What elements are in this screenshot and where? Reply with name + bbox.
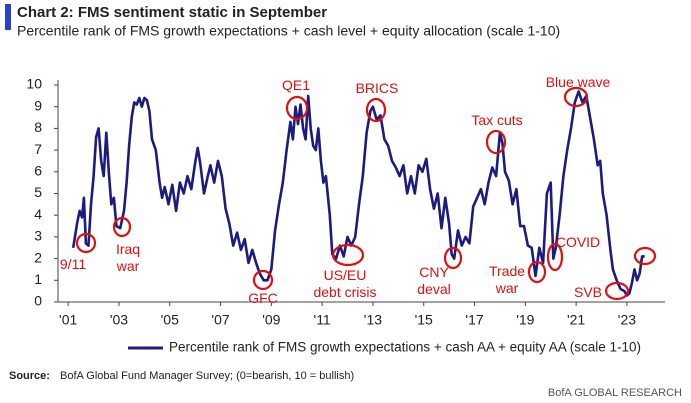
annotation-label: COVID: [556, 234, 600, 250]
annotation-circle: [252, 269, 274, 291]
annotation-circle: [563, 86, 589, 108]
annotation-label: GFC: [248, 290, 278, 306]
annotation-label: Iraq war: [116, 241, 140, 274]
annotation-label: CNY deval: [417, 264, 450, 297]
annotation-label: SVB: [574, 284, 602, 300]
source-label: Source:: [9, 370, 50, 382]
annotation-line: GFC: [248, 290, 278, 306]
annotation-line: war: [495, 280, 519, 296]
x-tick-label: '21: [567, 312, 585, 328]
y-tick-label: 1: [34, 271, 42, 287]
source-text: BofA Global Fund Manager Survey; (0=bear…: [60, 370, 354, 382]
x-tick-label: '17: [465, 312, 483, 328]
annotation-line: debt crisis: [313, 284, 376, 300]
annotation-line: war: [116, 258, 140, 274]
legend-label: Percentile rank of FMS growth expectatio…: [169, 340, 641, 355]
annotation-circle: [633, 246, 657, 266]
annotation-line: Iraq: [116, 241, 140, 257]
x-tick-label: '09: [262, 312, 280, 328]
x-tick-label: '23: [618, 312, 636, 328]
x-tick-label: '15: [415, 312, 433, 328]
annotation-line: deval: [417, 281, 450, 297]
annotation-line: CNY: [419, 264, 449, 280]
credit: BofA GLOBAL RESEARCH: [548, 387, 682, 399]
annotation-circle: [485, 129, 507, 155]
x-tick-label: '03: [110, 312, 128, 328]
annotation-label: Trade war: [489, 263, 525, 296]
annotation-label: QE1: [282, 77, 310, 93]
annotation-circle: [527, 260, 547, 284]
annotation-line: Tax cuts: [471, 112, 522, 128]
x-tick-label: '01: [59, 312, 77, 328]
y-tick-label: 8: [34, 119, 42, 135]
y-tick-label: 3: [34, 228, 42, 244]
chart-title: Chart 2: FMS sentiment static in Septemb…: [17, 4, 327, 21]
annotation-line: Trade: [489, 263, 525, 279]
annotation-label: BRICS: [356, 80, 399, 96]
x-tick-label: '13: [364, 312, 382, 328]
annotation-line: 9/11: [60, 256, 86, 272]
annotation-circle: [604, 281, 630, 301]
annotation-label: Blue wave: [546, 74, 611, 90]
y-tick-label: 10: [26, 76, 42, 92]
annotation-label: Tax cuts: [471, 112, 522, 128]
title-bar: [5, 4, 11, 30]
annotation-circle: [365, 97, 387, 123]
y-tick-label: 0: [34, 293, 42, 309]
annotation-line: US/EU: [324, 267, 367, 283]
annotation-line: QE1: [282, 77, 310, 93]
x-tick-label: '11: [314, 312, 331, 328]
y-tick-label: 9: [34, 97, 42, 113]
y-tick-label: 2: [34, 249, 42, 265]
y-tick-label: 4: [34, 206, 42, 222]
annotation-line: COVID: [556, 234, 600, 250]
series-line: [71, 90, 645, 297]
annotation-line: SVB: [574, 284, 602, 300]
annotation-circle: [75, 232, 97, 254]
y-tick-label: 6: [34, 163, 42, 179]
annotation-label: US/EU debt crisis: [313, 267, 376, 300]
y-tick-label: 5: [34, 184, 42, 200]
annotation-circle: [331, 243, 365, 267]
annotation-circle: [443, 246, 463, 270]
annotation-circle: [112, 216, 132, 238]
annotation-circle: [546, 242, 564, 272]
chart-subtitle: Percentile rank of FMS growth expectatio…: [17, 23, 560, 39]
y-tick-label: 7: [34, 141, 42, 157]
x-tick-label: '05: [161, 312, 179, 328]
annotation-line: BRICS: [356, 80, 399, 96]
annotation-label: 9/11: [60, 256, 86, 272]
x-tick-label: '19: [516, 312, 534, 328]
annotation-circle: [285, 95, 309, 121]
annotation-line: Blue wave: [546, 74, 611, 90]
x-tick-label: '07: [211, 312, 229, 328]
